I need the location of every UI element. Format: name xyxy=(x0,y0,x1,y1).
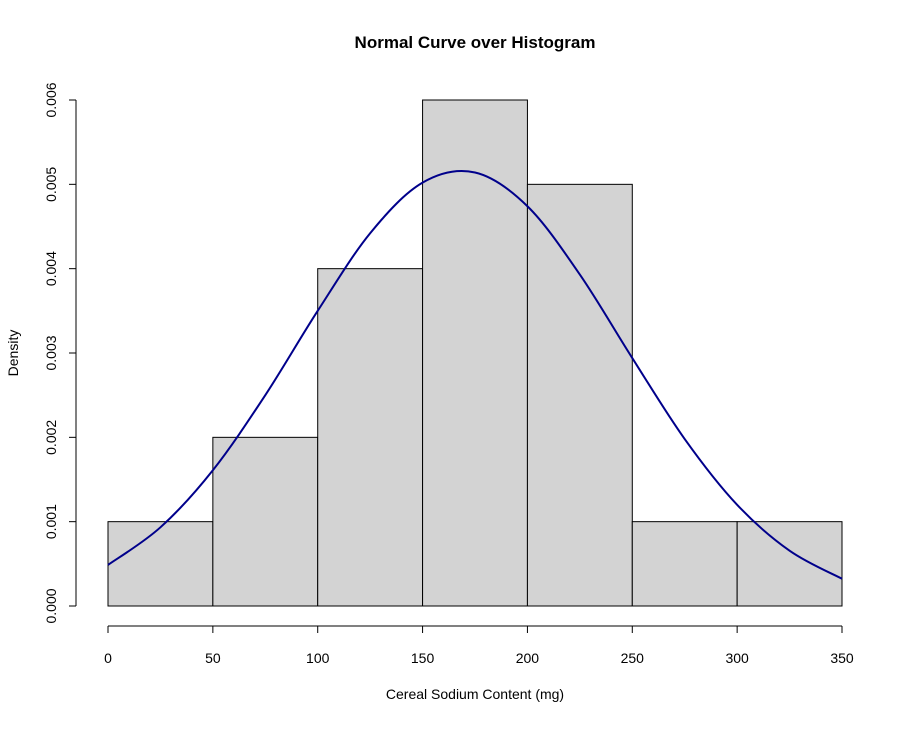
x-tick-label: 150 xyxy=(411,650,435,666)
y-tick-label: 0.004 xyxy=(43,251,59,286)
y-axis: 0.000 0.001 0.002 0.003 0.004 0.005 0.006 xyxy=(43,82,77,624)
y-tick-label: 0.002 xyxy=(43,420,59,455)
y-tick-label: 0.005 xyxy=(43,167,59,202)
normal-curve xyxy=(107,170,843,580)
y-tick-label: 0.001 xyxy=(43,504,59,539)
y-tick-label: 0.003 xyxy=(43,335,59,370)
x-tick-label: 350 xyxy=(830,650,854,666)
histogram-bar xyxy=(526,183,633,607)
y-tick-label: 0.006 xyxy=(43,82,59,117)
histogram-bar xyxy=(736,521,843,607)
x-tick-label: 50 xyxy=(205,650,221,666)
x-tick-label: 100 xyxy=(306,650,330,666)
histogram-bar xyxy=(107,521,214,607)
histogram-bar xyxy=(631,521,738,607)
x-tick-label: 200 xyxy=(516,650,540,666)
histogram-bar xyxy=(212,436,319,607)
histogram-bar xyxy=(422,99,528,607)
histogram-bar xyxy=(317,268,424,607)
y-tick-label: 0.000 xyxy=(43,588,59,623)
x-axis: 0 50 100 150 200 250 300 350 xyxy=(104,625,854,666)
x-tick-label: 300 xyxy=(725,650,749,666)
y-axis-label: Density xyxy=(5,330,21,377)
x-tick-label: 250 xyxy=(621,650,645,666)
x-axis-label: Cereal Sodium Content (mg) xyxy=(386,686,564,702)
x-tick-label: 0 xyxy=(104,650,112,666)
chart-title: Normal Curve over Histogram xyxy=(355,33,596,52)
